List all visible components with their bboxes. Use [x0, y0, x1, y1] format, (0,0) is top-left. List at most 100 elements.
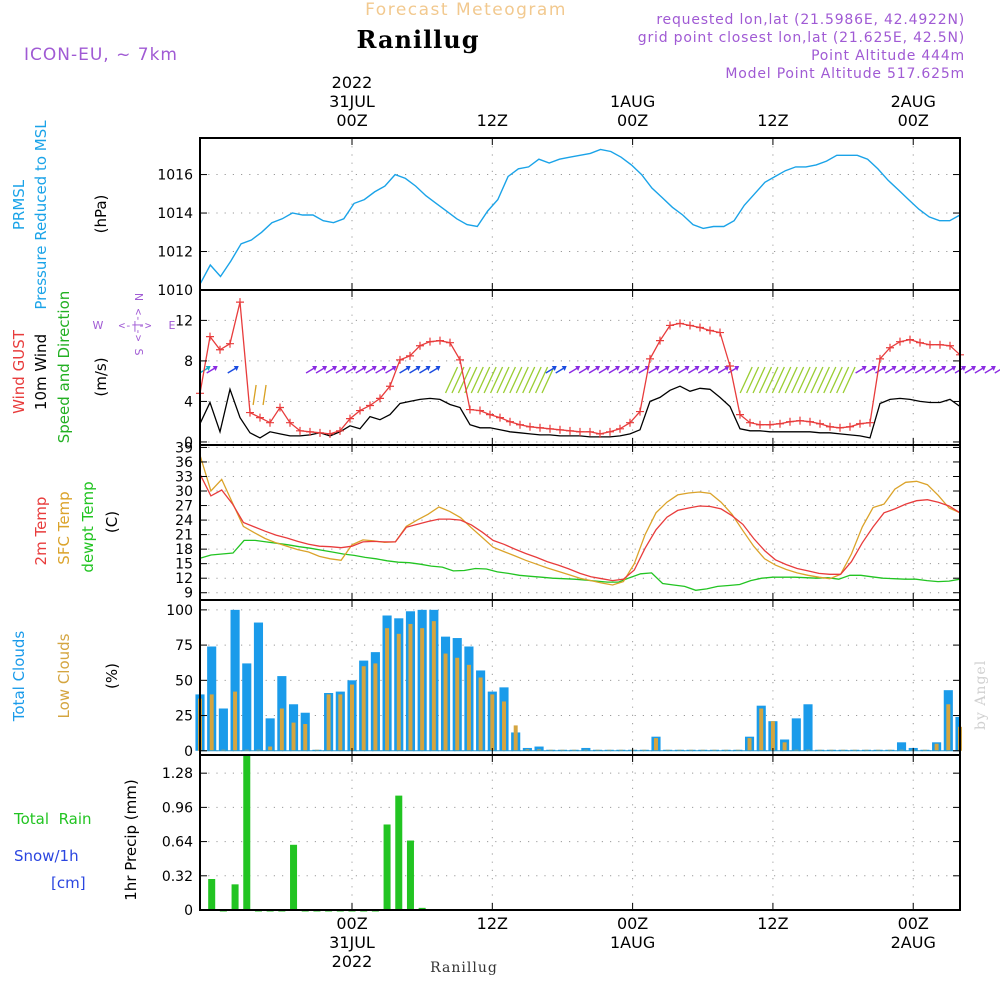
- low-cloud-bar: [443, 653, 448, 751]
- wind-arrow-head: [405, 366, 411, 371]
- wind-arrow-head: [694, 366, 700, 371]
- total-cloud-bar: [896, 742, 907, 751]
- time-label-top: 2022: [332, 73, 373, 92]
- compass-w: W: [93, 319, 104, 332]
- time-label-top: 12Z: [757, 111, 788, 130]
- wind-arrow-head: [585, 366, 591, 371]
- gust-marker: [836, 423, 844, 432]
- wind-arrow-southwesterly: [464, 366, 478, 394]
- gust-marker: [576, 427, 584, 436]
- wind-arrow-head: [961, 366, 966, 371]
- low-cloud-bar: [770, 721, 775, 751]
- wind-arrow-head: [415, 366, 421, 371]
- label-precip-mm: 1hr Precip (mm): [122, 779, 140, 900]
- gust-marker: [926, 340, 934, 349]
- wind-arrow-head: [734, 366, 740, 371]
- compass-s: S: [132, 349, 145, 356]
- wind-arrow-northerly: [262, 384, 267, 406]
- time-label-bottom: 12Z: [757, 914, 788, 933]
- wind-arrow-head: [674, 366, 680, 371]
- gust-marker: [226, 339, 234, 348]
- time-label-bottom: 2022: [332, 952, 373, 971]
- label-hpa: (hPa): [92, 195, 110, 234]
- gust-marker: [906, 335, 914, 344]
- time-label-top: 00Z: [336, 111, 367, 130]
- rain-bar: [418, 907, 426, 910]
- gust-marker: [686, 321, 694, 330]
- wind-arrow-southwesterly: [829, 366, 843, 394]
- wind-arrow-head: [205, 366, 211, 371]
- time-label-top: 2AUG: [891, 92, 936, 111]
- low-cloud-bar: [502, 701, 506, 751]
- label-10m-wind: 10m Wind: [32, 334, 50, 410]
- y-tick-label: 12: [175, 313, 193, 329]
- gust-marker: [706, 326, 714, 335]
- low-cloud-bar: [233, 691, 238, 751]
- wind-arrow-southwesterly: [810, 366, 824, 394]
- gust-marker: [516, 420, 524, 429]
- panel-frame: [199, 754, 961, 911]
- label-low-clouds: Low Clouds: [55, 633, 73, 718]
- y-tick-label: 12: [175, 571, 193, 587]
- low-cloud-bar: [373, 663, 378, 751]
- wind-arrow-southwesterly: [771, 366, 785, 394]
- low-cloud-bar: [490, 694, 495, 751]
- time-label-bottom: 00Z: [898, 914, 929, 933]
- wind-arrow-southwesterly: [477, 366, 491, 394]
- watermark: by Angel: [973, 660, 989, 730]
- wind-arrow-head: [980, 366, 986, 371]
- gust-marker: [336, 426, 344, 435]
- gust-marker: [436, 336, 444, 345]
- wind-arrow-southwesterly: [489, 366, 504, 394]
- sfc-temp-line: [199, 455, 961, 586]
- gust-marker: [826, 422, 834, 431]
- time-label-top: 12Z: [477, 111, 508, 130]
- y-tick-label: 0: [184, 903, 193, 919]
- wind-arrow-head: [614, 366, 620, 371]
- low-cloud-bar: [431, 621, 436, 751]
- gust-marker: [506, 417, 514, 426]
- wind-arrow-head: [212, 366, 218, 371]
- gust-marker: [566, 426, 574, 435]
- gust-marker: [266, 418, 274, 427]
- wind-arrow-head: [704, 366, 710, 371]
- label-2m-temp: 2m Temp: [32, 497, 50, 566]
- label-pressure-msl: Pressure Reduced to MSL: [32, 120, 50, 310]
- wind-arrow: [994, 369, 1000, 374]
- wind-arrow-head: [331, 366, 337, 371]
- gust-marker: [396, 355, 404, 364]
- wind-arrow-southwesterly: [470, 366, 484, 394]
- wind-arrow-southwesterly: [534, 366, 549, 394]
- gust-marker: [306, 427, 314, 436]
- low-cloud-bar: [326, 694, 331, 751]
- y-tick-label: 100: [166, 603, 193, 619]
- location-title: Ranillug: [356, 25, 479, 54]
- wind-arrow-head: [341, 366, 347, 371]
- y-tick-label: 1014: [157, 206, 193, 222]
- wind-arrow-southwesterly: [739, 366, 753, 394]
- total-cloud-bar: [534, 746, 544, 751]
- wind-arrow-southwesterly: [816, 366, 830, 394]
- time-label-top: 1AUG: [610, 92, 655, 111]
- y-tick-label: 0.32: [162, 869, 193, 885]
- y-tick-label: 30: [175, 484, 193, 500]
- low-cloud-bar: [420, 628, 425, 751]
- y-tick-label: 0: [184, 435, 193, 451]
- y-tick-label: 1.28: [162, 766, 193, 782]
- wind-arrow-head: [664, 366, 670, 371]
- gust-marker: [416, 341, 424, 350]
- wind-arrow-head: [881, 366, 887, 371]
- total-cloud-bar: [242, 663, 252, 751]
- wind-arrow-head: [990, 366, 996, 371]
- gust-marker: [486, 410, 494, 419]
- point-altitude: Point Altitude 444m: [811, 48, 965, 64]
- wind-arrow-southwesterly: [483, 366, 497, 394]
- wind-arrow-head: [361, 366, 367, 371]
- time-label-top: 00Z: [898, 111, 929, 130]
- compass-e: E: [169, 319, 176, 332]
- wind-arrow-head: [970, 366, 976, 371]
- low-cloud-bar: [291, 722, 296, 751]
- forecast-title: Forecast Meteogram: [365, 0, 567, 20]
- low-cloud-bar: [782, 742, 787, 751]
- gust-marker: [876, 354, 884, 363]
